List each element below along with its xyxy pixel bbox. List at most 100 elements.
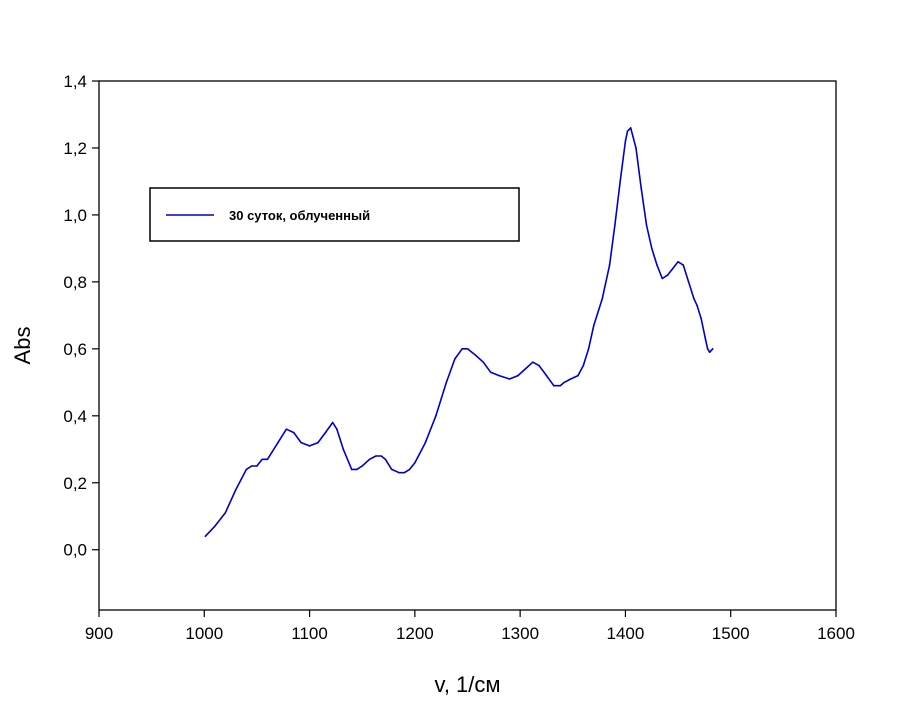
data-point xyxy=(324,431,327,434)
data-point xyxy=(300,441,302,444)
data-point xyxy=(614,224,616,226)
data-point xyxy=(224,512,227,514)
data-point xyxy=(577,374,579,377)
y-tick-label: 1,4 xyxy=(63,72,87,91)
data-point xyxy=(445,381,448,384)
data-point xyxy=(398,471,400,474)
data-point xyxy=(384,458,387,461)
data-point xyxy=(704,338,707,340)
x-tick-label: 1000 xyxy=(185,624,223,643)
x-axis: 900 1000 1100 1200 1300 1400 1500 1600 xyxy=(85,610,855,643)
data-point xyxy=(687,281,690,283)
data-point xyxy=(489,371,492,374)
data-point xyxy=(245,468,248,471)
data-point xyxy=(435,415,437,417)
data-point xyxy=(582,364,585,367)
y-tick-label: 0,4 xyxy=(63,407,87,426)
data-point xyxy=(538,364,540,367)
series-line-0 xyxy=(204,127,714,537)
data-point xyxy=(454,358,456,360)
data-point xyxy=(608,264,611,266)
data-point xyxy=(563,381,566,384)
legend: 30 суток, облученный xyxy=(149,187,520,242)
data-point xyxy=(708,351,711,354)
data-point xyxy=(682,264,685,266)
data-point xyxy=(601,297,604,300)
x-tick-label: 1400 xyxy=(607,624,645,643)
data-point xyxy=(461,348,464,350)
data-point xyxy=(545,374,548,377)
data-point xyxy=(619,180,621,183)
data-point xyxy=(532,361,534,364)
data-point xyxy=(266,458,269,461)
data-point xyxy=(666,274,669,277)
data-point xyxy=(569,378,572,380)
data-point xyxy=(640,187,642,189)
data-point xyxy=(250,465,253,467)
data-point xyxy=(350,468,353,471)
data-point xyxy=(293,431,295,434)
data-point xyxy=(635,147,637,149)
data-point xyxy=(317,441,319,444)
data-point xyxy=(214,525,216,528)
legend-label: 30 суток, облученный xyxy=(229,208,370,223)
data-point xyxy=(700,317,702,320)
data-point xyxy=(403,471,406,474)
x-tick-label: 1300 xyxy=(501,624,539,643)
data-point xyxy=(712,348,714,350)
data-point xyxy=(651,247,653,250)
data-point xyxy=(498,374,500,377)
data-point xyxy=(235,488,237,491)
x-tick-label: 1500 xyxy=(712,624,750,643)
data-point xyxy=(693,297,695,300)
data-point xyxy=(624,140,627,143)
data-point xyxy=(356,468,358,471)
data-point xyxy=(706,348,709,350)
data-point xyxy=(375,455,377,457)
data-point xyxy=(593,324,595,327)
data-point xyxy=(661,277,664,280)
data-point xyxy=(256,465,258,467)
data-point xyxy=(475,354,477,357)
data-point xyxy=(336,428,338,431)
data-point xyxy=(408,468,411,471)
y-tick-label: 0,2 xyxy=(63,474,87,493)
data-point xyxy=(261,458,264,461)
y-tick-label: 1,0 xyxy=(63,206,87,225)
x-tick-label: 1100 xyxy=(291,624,328,643)
data-point xyxy=(553,384,555,387)
data-point xyxy=(696,304,698,307)
data-point xyxy=(390,468,393,471)
y-axis-title: Abs xyxy=(10,327,35,365)
data-point xyxy=(517,374,519,377)
y-tick-label: 0,0 xyxy=(63,541,87,560)
y-axis: 0,0 0,2 0,4 0,6 0,8 1,0 1,2 1,4 xyxy=(63,72,99,560)
data-point xyxy=(285,428,288,431)
data-point xyxy=(656,264,658,266)
data-point xyxy=(645,224,648,226)
data-point xyxy=(587,348,590,350)
data-point xyxy=(508,378,511,380)
data-point xyxy=(342,448,345,451)
x-tick-label: 900 xyxy=(85,624,113,643)
data-point xyxy=(672,267,674,270)
data-point xyxy=(277,441,279,444)
data-point xyxy=(331,421,334,424)
series-layer xyxy=(204,127,714,538)
data-point xyxy=(380,455,383,457)
plot-border xyxy=(98,80,837,611)
data-point xyxy=(308,445,311,447)
data-point xyxy=(204,535,207,538)
x-tick-label: 1600 xyxy=(817,624,855,643)
y-tick-label: 0,6 xyxy=(63,340,87,359)
data-point xyxy=(559,384,561,387)
data-point xyxy=(414,461,416,464)
data-point xyxy=(368,458,371,461)
x-tick-label: 1200 xyxy=(396,624,434,643)
data-point xyxy=(677,261,679,263)
y-tick-label: 0,8 xyxy=(63,273,87,292)
data-point xyxy=(482,361,485,364)
x-axis-title: v, 1/см xyxy=(434,672,500,697)
data-point xyxy=(424,441,427,444)
